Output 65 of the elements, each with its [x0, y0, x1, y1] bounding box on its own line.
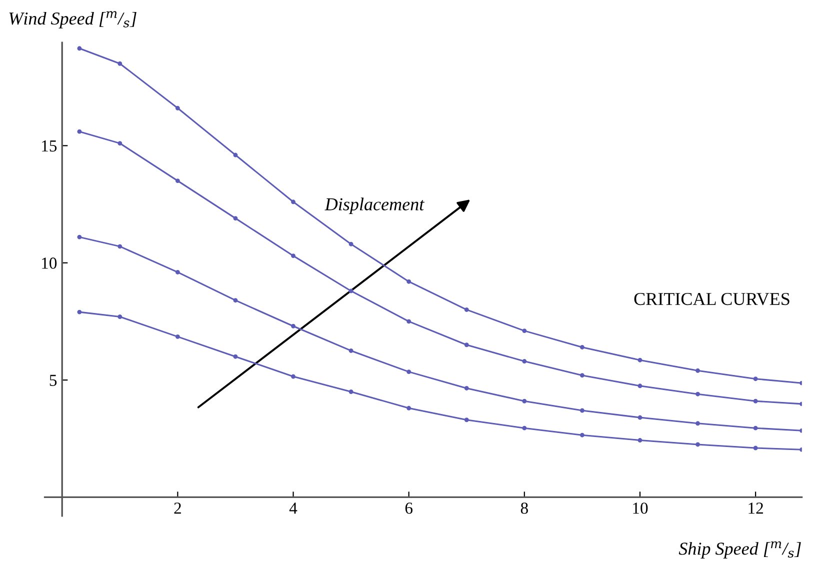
point	[638, 438, 642, 442]
point	[580, 432, 584, 438]
x-tick-label: 4	[289, 502, 298, 514]
point	[406, 279, 412, 284]
point	[406, 370, 412, 374]
point	[580, 408, 584, 413]
point	[406, 319, 412, 324]
point	[753, 398, 758, 404]
point	[291, 254, 296, 258]
point	[580, 373, 584, 378]
y-tick-label: 5	[50, 374, 57, 386]
point	[522, 328, 527, 334]
point	[291, 374, 296, 379]
point	[233, 216, 238, 221]
point	[77, 46, 82, 51]
point	[638, 415, 642, 420]
point	[77, 129, 82, 134]
point	[753, 376, 758, 382]
point	[291, 324, 296, 328]
point	[175, 178, 180, 184]
point	[77, 234, 82, 240]
point	[464, 418, 469, 422]
point	[522, 426, 527, 430]
point	[118, 141, 122, 146]
point	[348, 348, 354, 353]
point	[696, 442, 700, 447]
point	[696, 368, 700, 373]
point	[753, 446, 758, 450]
point	[464, 307, 469, 312]
y-tick-label: 10	[42, 258, 57, 269]
point	[348, 288, 354, 294]
point	[638, 358, 642, 362]
point	[118, 244, 122, 249]
point	[175, 334, 180, 339]
point	[406, 406, 412, 410]
point	[233, 298, 238, 303]
x-tick-label: 12	[748, 502, 763, 514]
point	[464, 386, 469, 390]
x-axis-title: Ship Speed [$^{m}$/$_{s}$]	[678, 541, 801, 558]
point	[233, 354, 238, 359]
point	[696, 392, 700, 396]
x-tick-label: 10	[633, 502, 648, 514]
y-axis-title: Wind Speed [$^{m}$/$_{s}$]	[9, 11, 136, 28]
annotation: Displacement	[324, 198, 425, 214]
point	[77, 310, 82, 314]
annotation: CRITICAL CURVES	[634, 292, 790, 306]
point	[175, 106, 180, 110]
x-tick-label: 6	[405, 502, 412, 514]
point	[291, 200, 296, 204]
point	[638, 384, 642, 388]
point	[696, 421, 700, 426]
y-tick-label: 15	[42, 140, 57, 152]
x-tick-label: 8	[520, 502, 528, 514]
point	[348, 390, 354, 394]
x-tick-label: 2	[174, 502, 181, 514]
point	[118, 61, 122, 66]
point	[175, 270, 180, 274]
point	[118, 314, 122, 319]
point	[522, 359, 527, 364]
point	[348, 242, 354, 246]
point	[464, 342, 469, 348]
point	[753, 426, 758, 430]
point	[522, 398, 527, 404]
point	[233, 152, 238, 158]
point	[580, 344, 584, 350]
